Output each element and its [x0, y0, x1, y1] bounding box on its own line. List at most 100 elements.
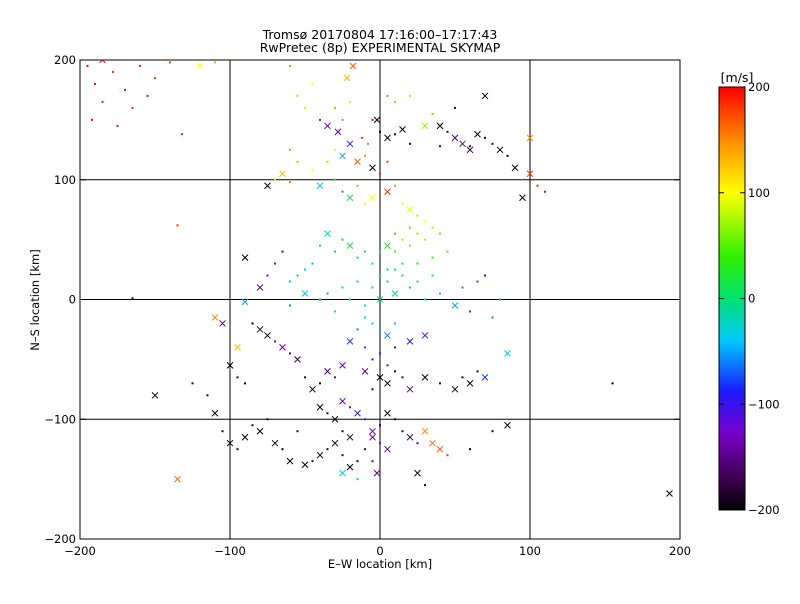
data-point-x — [346, 338, 354, 345]
data-point-x-stroke — [316, 451, 324, 459]
data-point-x-stroke — [466, 379, 474, 387]
data-point-x-stroke — [369, 164, 376, 172]
data-point-dot — [364, 418, 366, 421]
chart-title-line2: RwPretec (8p) EXPERIMENTAL SKYMAP — [260, 40, 501, 55]
data-point-dot — [611, 382, 614, 385]
data-point-x — [331, 439, 339, 447]
data-point-x-stroke — [324, 122, 331, 130]
data-point-x — [234, 344, 241, 351]
data-point-dot — [94, 82, 96, 85]
data-point-x — [346, 194, 354, 202]
data-point-dot — [311, 82, 314, 85]
data-point-x — [414, 469, 421, 477]
data-point-x-stroke — [451, 134, 459, 142]
data-point-x-stroke — [256, 326, 264, 333]
data-point-dot — [439, 145, 441, 148]
data-point-x-stroke — [334, 128, 342, 136]
data-point-x — [526, 134, 534, 142]
data-point-dot — [424, 238, 426, 241]
data-point-dot — [304, 106, 306, 109]
data-point-dot — [236, 376, 239, 379]
data-point-dot — [379, 130, 381, 133]
data-point-x-stroke — [373, 116, 381, 124]
data-point-x-stroke — [666, 490, 673, 497]
data-point-x — [421, 427, 429, 435]
data-point-dot — [379, 442, 381, 445]
data-point-dot — [296, 274, 299, 277]
data-point-dot — [281, 448, 284, 451]
data-point-dot — [371, 262, 374, 265]
data-point-dot — [439, 292, 441, 295]
data-point-dot — [439, 382, 441, 385]
data-point-x-stroke — [436, 445, 444, 453]
data-point-dot — [206, 394, 209, 397]
data-point-x-stroke — [211, 409, 219, 417]
data-point-dot — [424, 298, 426, 301]
data-point-dot — [484, 136, 486, 139]
data-point-x — [421, 332, 429, 339]
data-point-x-stroke — [286, 457, 294, 465]
data-point-dot — [356, 280, 359, 283]
data-point-x-stroke — [481, 92, 489, 100]
data-point-x-stroke — [241, 298, 249, 306]
data-point-dot — [334, 106, 336, 109]
data-point-x — [384, 134, 391, 142]
data-point-x — [504, 421, 511, 429]
data-point-dot — [341, 454, 344, 457]
data-point-x-stroke — [211, 314, 219, 321]
data-point-dot — [341, 118, 344, 121]
data-point-x — [421, 373, 429, 381]
data-point-x-stroke — [361, 367, 369, 375]
data-point-dot — [319, 244, 321, 247]
data-point-x — [226, 439, 234, 447]
data-point-dot — [131, 106, 134, 109]
data-point-dot — [379, 424, 381, 427]
data-point-x-stroke — [324, 367, 331, 375]
data-point-x-stroke — [459, 140, 466, 148]
data-point-dot — [116, 124, 119, 127]
data-point-x-stroke — [346, 140, 354, 148]
data-point-dot — [491, 316, 494, 319]
data-point-x — [496, 146, 504, 154]
data-point-x-stroke — [373, 469, 381, 477]
data-point-x — [459, 140, 466, 148]
data-point-x — [391, 290, 399, 297]
data-point-x-stroke — [391, 290, 399, 297]
colorbar-tick-label: −200 — [748, 503, 780, 517]
data-point-dot — [431, 226, 434, 229]
chart-title-line1: Tromsø 20170804 17:16:00–17:17:43 — [262, 27, 498, 42]
data-point-x — [271, 439, 279, 447]
y-tick-label: 100 — [54, 173, 76, 187]
data-point-x-stroke — [264, 182, 271, 190]
data-point-dot — [319, 298, 321, 301]
data-point-x-stroke — [406, 385, 414, 393]
data-point-dot — [326, 412, 329, 415]
data-point-x — [466, 146, 474, 154]
colorbar-tick-label: −100 — [748, 397, 780, 411]
data-point-x-stroke — [234, 344, 241, 351]
data-point-x — [309, 385, 316, 393]
y-tick-label: 200 — [54, 53, 76, 67]
data-point-dot — [274, 340, 276, 343]
data-point-dot — [469, 448, 471, 451]
colorbar-tick-label: 0 — [748, 292, 755, 306]
data-point-dot — [394, 232, 396, 235]
data-point-dot — [446, 130, 449, 133]
data-point-x — [324, 122, 331, 130]
data-point-dot — [326, 160, 329, 163]
data-point-x — [384, 188, 391, 196]
data-point-dot — [356, 328, 359, 331]
data-point-dot — [281, 250, 284, 253]
data-point-dot — [251, 424, 254, 427]
data-point-x — [369, 164, 376, 172]
data-point-dot — [499, 298, 501, 301]
data-point-dot — [401, 274, 404, 277]
data-point-dot — [506, 154, 509, 157]
data-point-dot — [469, 310, 471, 313]
data-point-dot — [341, 286, 344, 289]
data-point-x — [504, 350, 511, 357]
data-point-x-stroke — [466, 146, 474, 154]
data-point-dot — [266, 418, 269, 421]
